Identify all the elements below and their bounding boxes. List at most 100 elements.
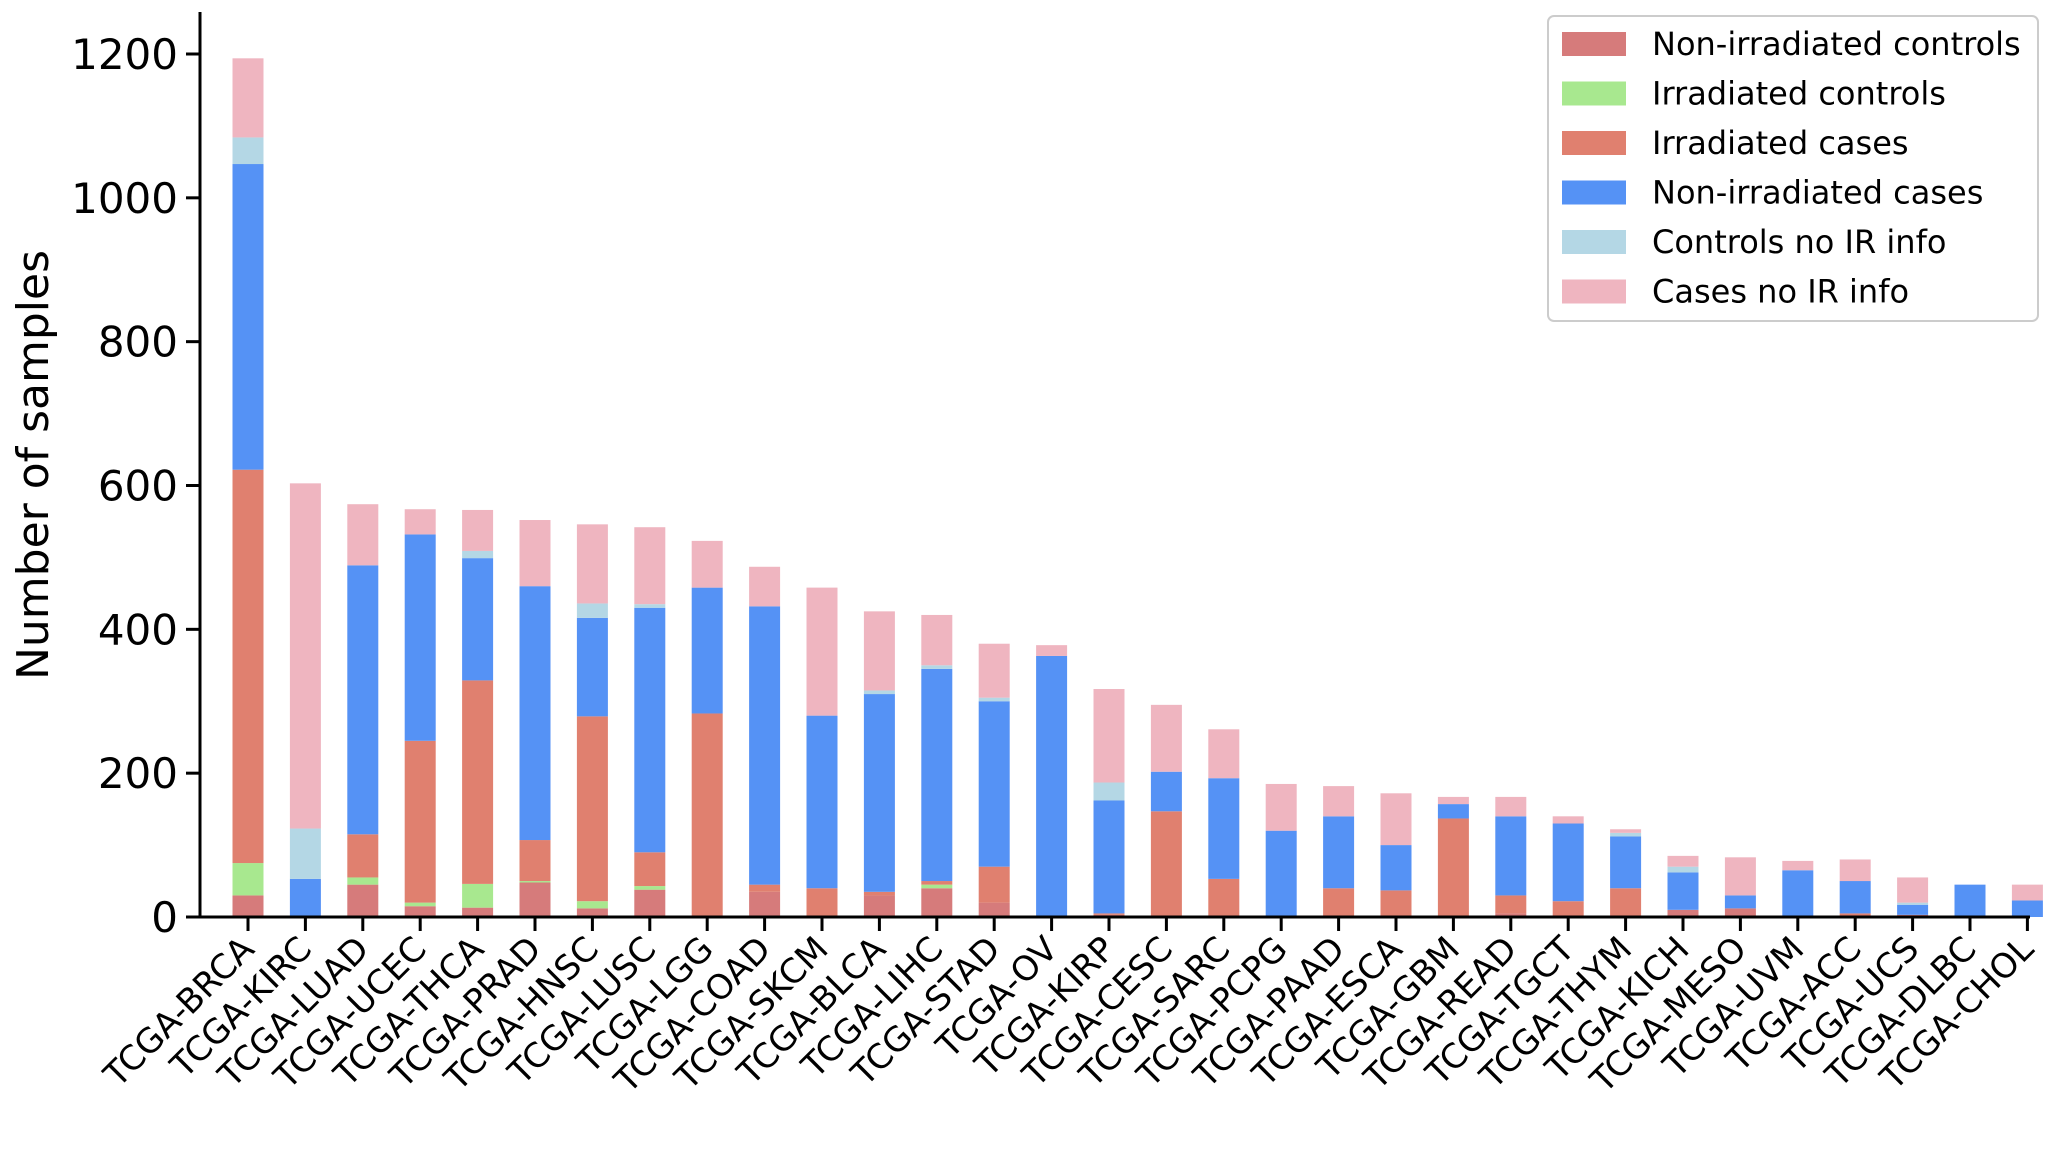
bar-tcga-stad-series-0 bbox=[978, 902, 1010, 917]
legend-label-4: Controls no IR info bbox=[1652, 223, 1946, 261]
legend-label-0: Non-irradiated controls bbox=[1652, 25, 2021, 63]
bar-tcga-stad-series-4 bbox=[978, 697, 1010, 702]
bar-tcga-uvm-series-3 bbox=[1782, 870, 1814, 917]
bar-tcga-read-series-2 bbox=[1495, 895, 1527, 914]
bar-tcga-blca-series-0 bbox=[863, 895, 895, 917]
bar-tcga-cesc-series-3 bbox=[1150, 771, 1182, 812]
bar-tcga-hnsc-series-4 bbox=[576, 603, 608, 618]
bar-tcga-thca-series-1 bbox=[462, 883, 494, 908]
bar-tcga-lusc-series-2 bbox=[634, 852, 666, 887]
bar-tcga-paad-series-3 bbox=[1323, 816, 1355, 889]
bar-tcga-pcpg-series-5 bbox=[1265, 783, 1297, 831]
bar-tcga-hnsc-series-0 bbox=[576, 908, 608, 917]
bar-tcga-coad-series-5 bbox=[749, 566, 781, 607]
legend-label-5: Cases no IR info bbox=[1652, 273, 1909, 311]
bar-tcga-acc-series-2 bbox=[1839, 913, 1871, 917]
bar-tcga-lihc-series-0 bbox=[921, 888, 953, 917]
y-tick-label: 200 bbox=[98, 749, 178, 798]
legend-swatch-4 bbox=[1562, 230, 1626, 254]
bar-tcga-cesc-series-5 bbox=[1150, 704, 1182, 772]
bar-tcga-hnsc-series-3 bbox=[576, 617, 608, 717]
legend-label-3: Non-irradiated cases bbox=[1652, 174, 1983, 212]
bar-tcga-chol-series-3 bbox=[2011, 900, 2043, 917]
bar-tcga-blca-series-2 bbox=[863, 891, 895, 896]
bar-tcga-lihc-series-2 bbox=[921, 881, 953, 885]
bar-tcga-lgg-series-3 bbox=[691, 587, 723, 714]
bar-tcga-brca-series-1 bbox=[232, 863, 264, 896]
legend-swatch-2 bbox=[1562, 131, 1626, 155]
bar-tcga-coad-series-0 bbox=[749, 891, 781, 917]
bar-tcga-luad-series-0 bbox=[347, 884, 379, 917]
bar-tcga-ucs-series-4 bbox=[1897, 902, 1929, 905]
bar-tcga-skcm-series-5 bbox=[806, 587, 838, 716]
bar-tcga-ucs-series-5 bbox=[1897, 877, 1929, 903]
bar-tcga-brca-series-5 bbox=[232, 58, 264, 138]
y-tick-label: 1000 bbox=[71, 174, 178, 223]
bar-tcga-brca-series-2 bbox=[232, 469, 264, 864]
bar-tcga-lihc-series-4 bbox=[921, 665, 953, 669]
bar-tcga-sarc-series-3 bbox=[1208, 778, 1240, 879]
bar-tcga-lusc-series-3 bbox=[634, 607, 666, 853]
bar-tcga-kirc-series-4 bbox=[289, 828, 321, 879]
y-axis-title: Number of samples bbox=[8, 250, 59, 680]
bar-tcga-ucs-series-3 bbox=[1897, 904, 1929, 915]
bar-tcga-brca-series-4 bbox=[232, 137, 264, 165]
bar-tcga-esca-series-2 bbox=[1380, 890, 1412, 917]
bar-tcga-chol-series-5 bbox=[2011, 884, 2043, 901]
bar-tcga-luad-series-1 bbox=[347, 877, 379, 885]
bar-tcga-stad-series-5 bbox=[978, 643, 1010, 698]
bar-tcga-stad-series-3 bbox=[978, 701, 1010, 867]
bar-tcga-thca-series-5 bbox=[462, 509, 494, 551]
bar-tcga-prad-series-3 bbox=[519, 586, 551, 841]
bar-tcga-ucec-series-0 bbox=[404, 906, 436, 917]
bar-tcga-brca-series-0 bbox=[232, 895, 264, 917]
bar-tcga-hnsc-series-2 bbox=[576, 716, 608, 902]
legend-swatch-5 bbox=[1562, 279, 1626, 304]
bar-tcga-lgg-series-5 bbox=[691, 540, 723, 588]
legend-label-1: Irradiated controls bbox=[1652, 75, 1946, 113]
bar-tcga-brca-series-3 bbox=[232, 164, 264, 470]
bar-tcga-skcm-series-3 bbox=[806, 715, 838, 889]
bar-tcga-dlbc-series-3 bbox=[1954, 884, 1986, 917]
bar-tcga-read-series-5 bbox=[1495, 796, 1527, 817]
bar-tcga-prad-series-2 bbox=[519, 840, 551, 882]
bar-tcga-thym-series-5 bbox=[1610, 829, 1642, 833]
bar-tcga-ucec-series-2 bbox=[404, 740, 436, 903]
bar-tcga-luad-series-5 bbox=[347, 504, 379, 566]
bar-tcga-uvm-series-5 bbox=[1782, 860, 1814, 871]
bar-tcga-hnsc-series-1 bbox=[576, 901, 608, 909]
bar-tcga-gbm-series-3 bbox=[1437, 804, 1469, 819]
bar-tcga-tgct-series-5 bbox=[1552, 816, 1584, 824]
bar-tcga-luad-series-3 bbox=[347, 565, 379, 835]
y-tick-label: 600 bbox=[98, 462, 178, 511]
bar-tcga-hnsc-series-5 bbox=[576, 524, 608, 604]
bar-tcga-coad-series-3 bbox=[749, 606, 781, 885]
bar-tcga-coad-series-2 bbox=[749, 884, 781, 892]
bar-tcga-prad-series-5 bbox=[519, 520, 551, 587]
bar-tcga-thca-series-3 bbox=[462, 558, 494, 681]
bar-tcga-meso-series-5 bbox=[1724, 857, 1756, 896]
bar-tcga-blca-series-5 bbox=[863, 611, 895, 691]
bar-tcga-paad-series-2 bbox=[1323, 888, 1355, 917]
bar-tcga-ov-series-5 bbox=[1036, 645, 1068, 656]
bar-tcga-thca-series-4 bbox=[462, 550, 494, 559]
bar-tcga-thca-series-2 bbox=[462, 680, 494, 884]
bar-tcga-lgg-series-2 bbox=[691, 713, 723, 917]
bar-tcga-lihc-series-3 bbox=[921, 668, 953, 882]
bar-tcga-prad-series-1 bbox=[519, 881, 551, 883]
bar-tcga-gbm-series-5 bbox=[1437, 796, 1469, 805]
bar-tcga-sarc-series-5 bbox=[1208, 729, 1240, 779]
bar-tcga-kich-series-5 bbox=[1667, 855, 1699, 867]
legend-items: Non-irradiated controls Irradiated contro… bbox=[1562, 25, 2021, 311]
bar-tcga-esca-series-3 bbox=[1380, 845, 1412, 891]
bar-tcga-blca-series-3 bbox=[863, 694, 895, 892]
legend-swatch-0 bbox=[1562, 32, 1626, 56]
bar-tcga-skcm-series-2 bbox=[806, 888, 838, 917]
bar-tcga-kirp-series-4 bbox=[1093, 782, 1125, 801]
y-axis: 0 200 400 600 800 1000 1200 bbox=[71, 12, 202, 942]
legend-swatch-1 bbox=[1562, 81, 1626, 106]
bar-tcga-lusc-series-4 bbox=[634, 604, 666, 608]
bar-tcga-luad-series-2 bbox=[347, 834, 379, 878]
bar-tcga-sarc-series-2 bbox=[1208, 878, 1240, 917]
bar-tcga-blca-series-4 bbox=[863, 690, 895, 695]
